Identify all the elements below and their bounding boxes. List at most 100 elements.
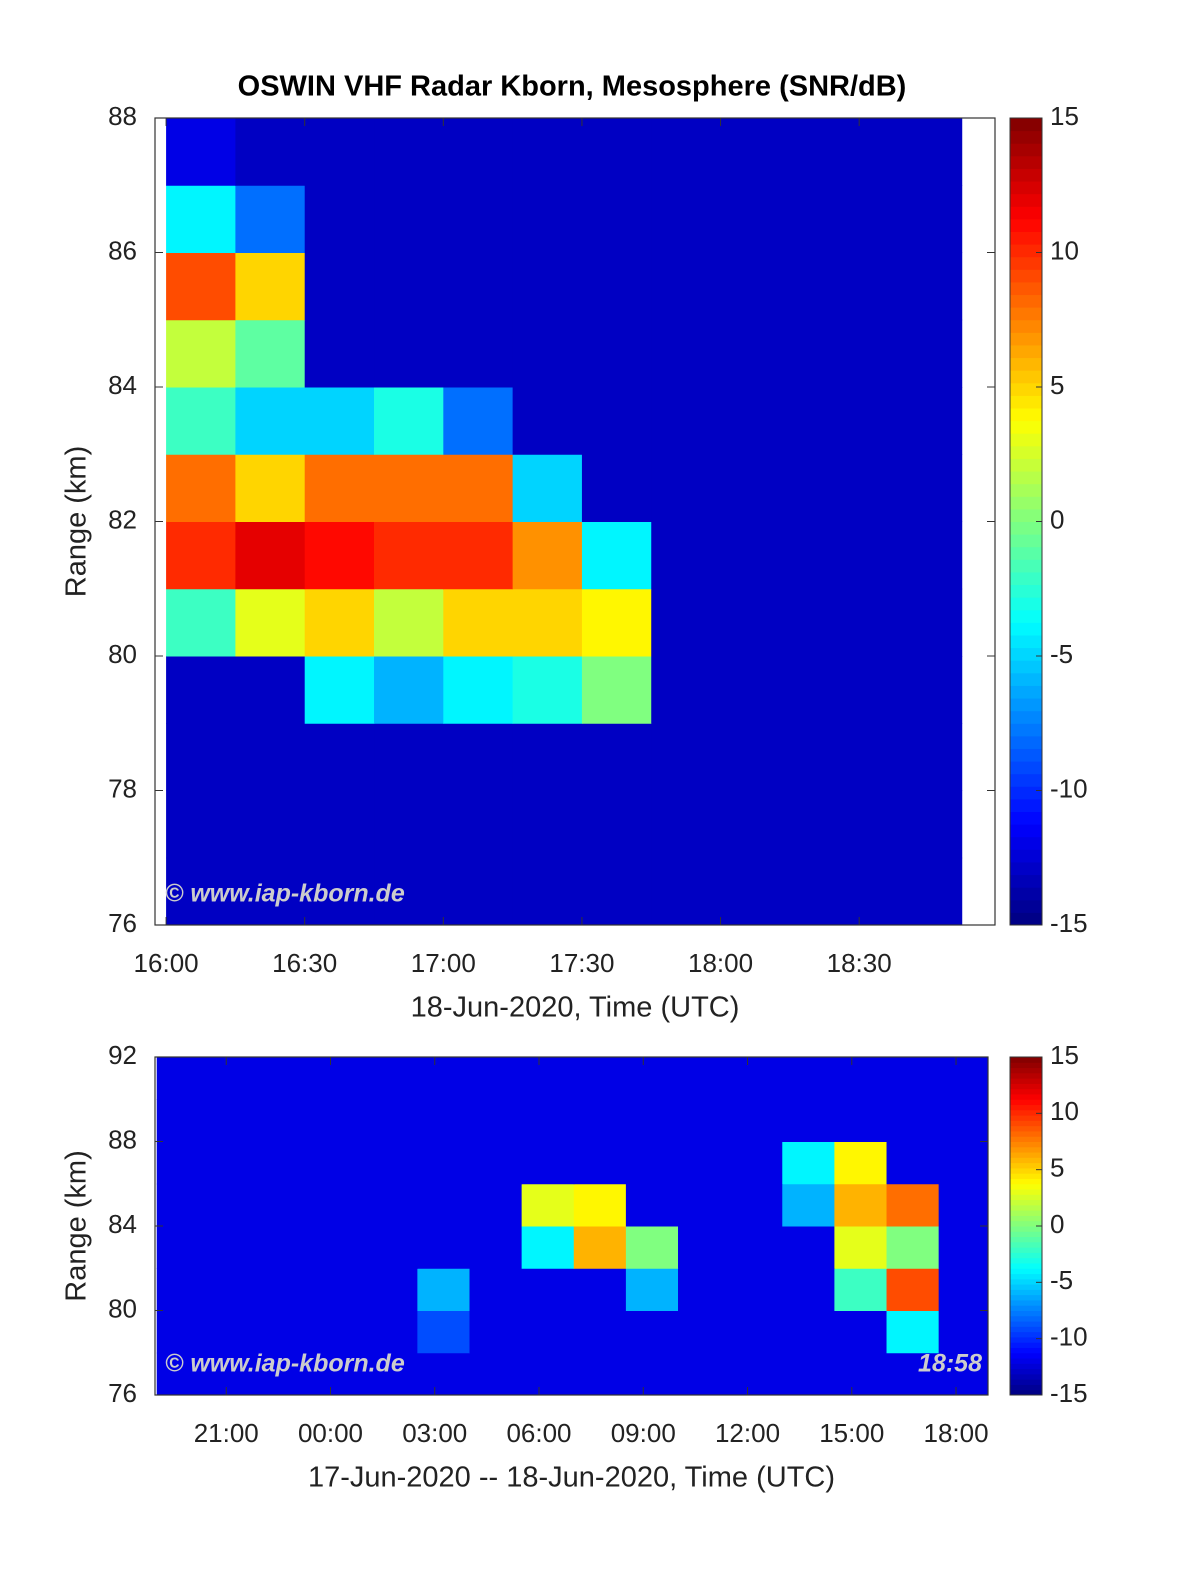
colorbar-step — [1010, 143, 1042, 157]
cell — [235, 185, 306, 253]
colorbar-step — [1010, 307, 1042, 321]
cell — [859, 723, 929, 791]
cell — [938, 1057, 988, 1100]
colorbar-step — [1010, 1109, 1042, 1116]
cell — [235, 588, 306, 657]
cell — [886, 1099, 940, 1142]
y-tick-label: 80 — [108, 1293, 137, 1323]
cell — [928, 790, 963, 859]
colorbar-step — [1010, 155, 1042, 169]
cell — [166, 185, 236, 253]
cell — [365, 1141, 418, 1185]
colorbar-step — [1010, 786, 1042, 800]
cell — [730, 1268, 783, 1311]
cell — [625, 1141, 679, 1185]
colorbar-tick-label: 0 — [1050, 1209, 1064, 1239]
cell — [443, 319, 514, 388]
cell — [208, 1099, 262, 1142]
colorbar-step — [1010, 1310, 1042, 1317]
cell — [720, 454, 791, 522]
cell — [720, 656, 791, 724]
x-axis-label: 17-Jun-2020 -- 18-Jun-2020, Time (UTC) — [308, 1462, 835, 1494]
cell — [374, 118, 444, 186]
cell — [374, 387, 444, 455]
cell — [512, 521, 583, 590]
cell — [260, 1352, 314, 1395]
cell — [782, 1183, 835, 1227]
cell — [859, 521, 929, 590]
colorbar-step — [1010, 836, 1042, 850]
cell — [928, 454, 963, 522]
colorbar-step — [1010, 1062, 1042, 1069]
cell — [720, 790, 791, 859]
cell — [928, 252, 963, 321]
cell — [886, 1057, 940, 1100]
cell — [581, 454, 652, 522]
cell — [374, 656, 444, 724]
colorbar-step — [1010, 168, 1042, 182]
cell — [886, 1141, 940, 1185]
cell — [720, 319, 791, 388]
cell — [651, 185, 722, 253]
cell — [834, 1183, 888, 1227]
cell — [782, 1099, 835, 1142]
cell — [720, 185, 791, 253]
cell — [304, 319, 375, 388]
cell — [581, 723, 652, 791]
colorbar-step — [1010, 1252, 1042, 1259]
cell — [938, 1099, 988, 1142]
cell — [581, 319, 652, 388]
y-tick-label: 84 — [108, 370, 137, 400]
cell — [573, 1268, 627, 1311]
cell — [235, 857, 306, 925]
cell — [260, 1057, 314, 1100]
colorbar-step — [1010, 761, 1042, 775]
cell — [365, 1226, 418, 1269]
colorbar-step — [1010, 1104, 1042, 1111]
colorbar-step — [1010, 1326, 1042, 1333]
colorbar-step — [1010, 357, 1042, 371]
cell — [720, 723, 791, 791]
x-tick-label: 16:30 — [272, 948, 337, 978]
cell — [886, 1226, 940, 1269]
cell — [625, 1099, 679, 1142]
colorbar-step — [1010, 1347, 1042, 1354]
cell — [156, 1099, 210, 1142]
cell — [789, 521, 860, 590]
colorbar-tick-label: -5 — [1050, 639, 1073, 669]
colorbar-step — [1010, 1115, 1042, 1121]
colorbar-step — [1010, 1099, 1042, 1106]
colorbar-step — [1010, 1315, 1042, 1322]
cell — [859, 857, 929, 925]
x-tick-label: 03:00 — [402, 1418, 467, 1448]
colorbar-step — [1010, 1294, 1042, 1301]
y-axis-label: Range (km) — [61, 1150, 93, 1302]
colorbar-step — [1010, 1358, 1042, 1364]
cell — [581, 185, 652, 253]
colorbar-step — [1010, 521, 1042, 535]
cell — [156, 1057, 210, 1100]
colorbar-step — [1010, 1067, 1042, 1074]
cell — [651, 656, 722, 724]
cell — [789, 252, 860, 321]
cell — [208, 1183, 262, 1227]
colorbar-tick-label: -5 — [1050, 1265, 1073, 1295]
cell — [859, 185, 929, 253]
colorbar-step — [1010, 571, 1042, 586]
cell — [678, 1226, 731, 1269]
colorbar-step — [1010, 584, 1042, 598]
y-tick-label: 82 — [108, 504, 137, 534]
colorbar-tick-label: 5 — [1050, 1153, 1064, 1183]
cell — [581, 857, 652, 925]
colorbar-step — [1010, 1262, 1042, 1269]
cell — [928, 319, 963, 388]
colorbar-step — [1010, 1057, 1042, 1063]
cell — [208, 1352, 262, 1395]
colorbar-step — [1010, 244, 1042, 258]
cell — [443, 454, 514, 522]
colorbar-step — [1010, 622, 1042, 636]
colorbar-step — [1010, 1289, 1042, 1296]
cell — [834, 1310, 888, 1354]
cell — [443, 723, 514, 791]
heatmap — [156, 1057, 988, 1395]
